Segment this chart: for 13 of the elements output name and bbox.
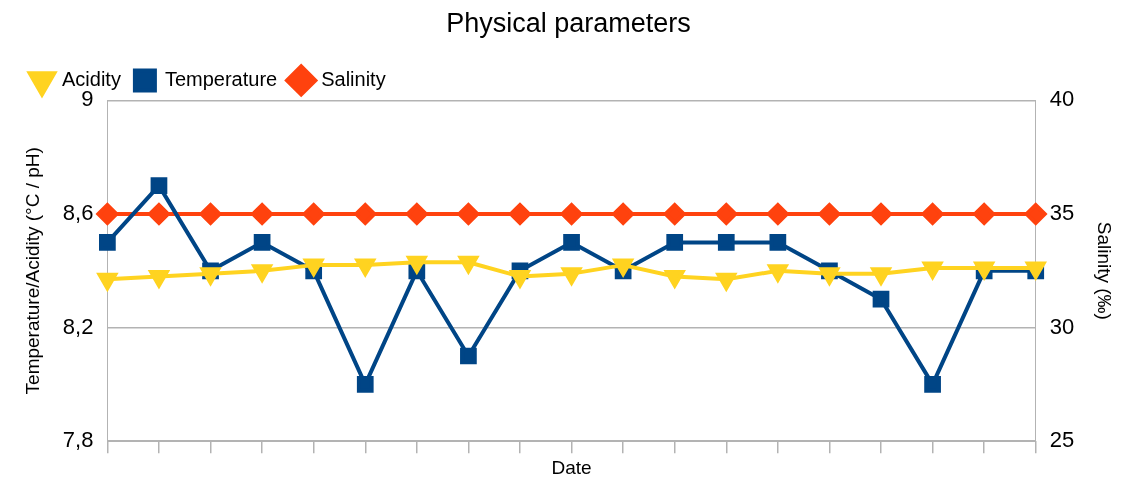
y-axis-title: Temperature/Acidity (°C / pH)	[21, 147, 43, 395]
y-tick-label: 8,2	[62, 313, 94, 339]
y2-tick-label: 35	[1049, 200, 1075, 226]
y-tick-label: 8,6	[62, 200, 94, 226]
legend-label: Temperature	[164, 67, 278, 90]
y2-tick-label: 25	[1049, 427, 1075, 453]
y2-tick-label: 30	[1049, 313, 1075, 339]
y2-tick-label: 40	[1049, 86, 1075, 112]
legend-label: Salinity	[321, 67, 386, 90]
x-axis-title: Date	[551, 456, 592, 478]
chart-title: Physical parameters	[446, 7, 691, 38]
y-tick-label: 7,8	[62, 427, 94, 453]
y2-axis-title: Salinity (‰)	[1094, 221, 1116, 320]
